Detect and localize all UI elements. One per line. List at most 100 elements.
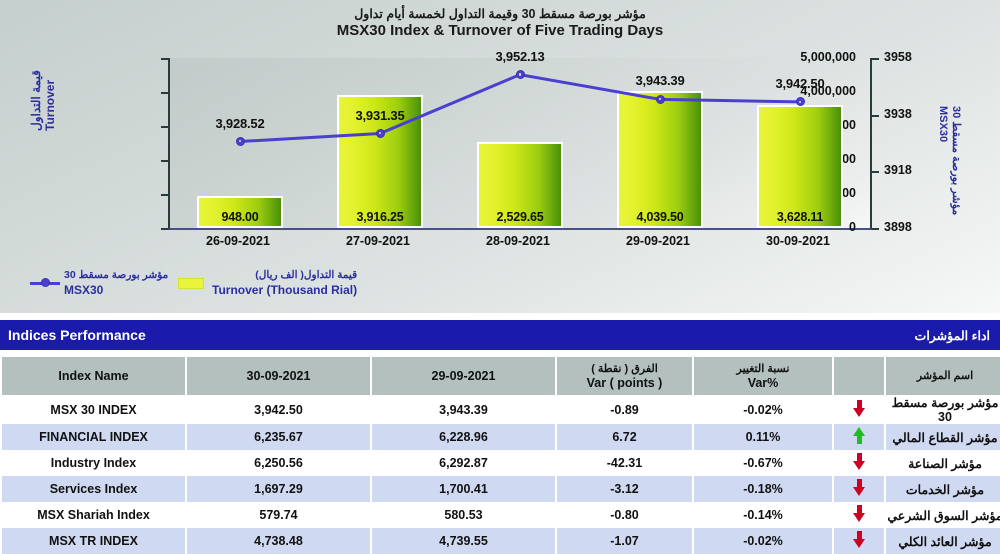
direction-cell (834, 395, 884, 424)
y-axis-right-title-arabic: مؤشر بورصة مسقط 30 (950, 106, 962, 216)
bar-value-label: 2,529.65 (496, 210, 544, 224)
today-value-cell: 6,250.56 (187, 450, 370, 476)
table-header-arabic: اسم المؤشر (916, 369, 974, 382)
table-row[interactable]: FINANCIAL INDEX 6,235.67 6,228.96 6.72 0.11%… (2, 424, 1000, 450)
table-header-cell-6: اسم المؤشر (886, 357, 1000, 395)
y-axis-left-tick-label: 0 (849, 220, 856, 234)
y-axis-left-tick (161, 194, 168, 196)
previous-value-cell: 6,228.96 (372, 424, 555, 450)
variation-percent-cell: -0.02% (694, 528, 832, 554)
table-body: MSX 30 INDEX 3,942.50 3,943.39 -0.89 -0.02% م… (2, 395, 1000, 554)
table-header-english: 30-09-2021 (246, 369, 311, 383)
arrow-down-icon (852, 453, 866, 470)
legend-bar-swatch (178, 278, 204, 289)
y-axis-left-tick (161, 160, 168, 162)
variation-points-cell: 6.72 (557, 424, 692, 450)
arrow-head (852, 407, 865, 417)
arrow-up-icon (852, 427, 866, 444)
table-header-english: Var ( points ) (586, 375, 663, 390)
y-axis-left-tick (161, 58, 168, 60)
indices-performance-header: Indices Performance اداء المؤشرات (0, 320, 1000, 350)
legend-label-arabic: قيمة التداول( الف ريال) (255, 269, 358, 281)
arrow-shaft (856, 505, 862, 514)
legend-label: قيمة التداول( الف ريال) Turnover (Thousan… (212, 268, 357, 298)
index-name-arabic-cell: مؤشر الخدمات (886, 476, 1000, 502)
arrow-shaft (856, 479, 862, 488)
y-axis-right-tick-label: 3938 (884, 106, 912, 121)
line-value-label: 3,942.50 (775, 75, 825, 91)
index-name-cell: MSX 30 INDEX (2, 395, 185, 424)
table-header-english: Var% (747, 375, 779, 390)
table-header-arabic: الفرق ( نقطة ) (591, 362, 658, 375)
index-name-cell: MSX Shariah Index (2, 502, 185, 528)
variation-percent-cell: -0.14% (694, 502, 832, 528)
previous-value-cell: 1,700.41 (372, 476, 555, 502)
legend-line-dot-icon (41, 278, 50, 287)
variation-points-cell: -0.89 (557, 395, 692, 424)
arrow-down-icon (852, 505, 866, 522)
y-axis-right-tick (872, 171, 879, 174)
index-name-arabic-cell: مؤشر القطاع المالي (886, 424, 1000, 450)
x-axis-label-27-09-2021: 27-09-2021 (346, 234, 410, 248)
chart-panel: مؤشر بورصة مسقط 30 وقيمة التداول لخمسة أ… (0, 0, 1000, 313)
legend-label-english: Turnover (Thousand Rial) (212, 283, 358, 297)
indices-performance-title-en: Indices Performance (8, 327, 146, 343)
today-value-cell: 579.74 (187, 502, 370, 528)
y-axis-left-tick (161, 228, 168, 230)
line-value-label: 3,952.13 (495, 48, 545, 64)
table-header-cell-5 (834, 357, 884, 395)
bar-value-label: 3,916.25 (356, 210, 404, 224)
chart-title: مؤشر بورصة مسقط 30 وقيمة التداول لخمسة أ… (0, 6, 1000, 40)
today-value-cell: 6,235.67 (187, 424, 370, 450)
line-value-label: 3,928.52 (215, 115, 265, 131)
direction-cell (834, 424, 884, 450)
arrow-head (852, 539, 865, 548)
y-axis-left-tick-label: 4,000,000 (800, 84, 856, 98)
table-header-cell-4: نسبة التغيير Var% (694, 357, 832, 395)
index-name-arabic-cell: مؤشر بورصة مسقط 30 (886, 395, 1000, 424)
table-header-cell-1: 30-09-2021 (187, 357, 370, 395)
y-axis-right-tick-label: 3898 (884, 220, 912, 234)
line-point-26-09-2021 (235, 137, 245, 147)
legend-label-arabic: مؤشر بورصة مسقط 30 (64, 269, 169, 281)
arrow-down-icon (852, 479, 866, 496)
msx30-line (239, 73, 801, 144)
table-row[interactable]: Services Index 1,697.29 1,700.41 -3.12 -0.18… (2, 476, 1000, 502)
index-name-arabic-cell: مؤشر السوق الشرعي (886, 502, 1000, 528)
table-row[interactable]: Industry Index 6,250.56 6,292.87 -42.31 -0.6… (2, 450, 1000, 476)
table-header-cell-3: الفرق ( نقطة ) Var ( points ) (557, 357, 692, 395)
previous-value-cell: 4,739.55 (372, 528, 555, 554)
y-axis-right-title: مؤشر بورصة مسقط 30 MSX30 (937, 104, 962, 215)
y-axis-left-title-arabic: قيمة التداول (29, 70, 43, 131)
bar-27-09-2021: 3,916.25 (337, 94, 423, 228)
table-row[interactable]: MSX Shariah Index 579.74 580.53 -0.80 -0.14%… (2, 502, 1000, 528)
y-axis-right-tick (872, 114, 879, 117)
variation-percent-cell: -0.67% (694, 450, 832, 476)
arrow-shaft (856, 399, 862, 409)
previous-value-cell: 3,943.39 (372, 395, 555, 424)
x-axis-label-26-09-2021: 26-09-2021 (206, 234, 270, 248)
variation-percent-cell: -0.02% (694, 395, 832, 424)
variation-points-cell: -0.80 (557, 502, 692, 528)
variation-points-cell: -3.12 (557, 476, 692, 502)
index-name-cell: Services Index (2, 476, 185, 502)
bar-26-09-2021: 948.00 (197, 195, 283, 228)
table-row[interactable]: MSX TR INDEX 4,738.48 4,739.55 -1.07 -0.02% م… (2, 528, 1000, 554)
plot-area: 01,000,0002,000,0003,000,0004,000,0005,0… (161, 49, 912, 234)
arrow-shaft (856, 453, 862, 462)
index-name-arabic-cell: مؤشر الصناعة (886, 450, 1000, 476)
direction-cell (834, 528, 884, 554)
line-point-28-09-2021 (515, 70, 525, 80)
indices-performance-title-ar: اداء المؤشرات (914, 328, 990, 343)
bar-28-09-2021: 2,529.65 (477, 142, 563, 228)
direction-cell (834, 476, 884, 502)
y-axis-left-tick-label: 5,000,000 (800, 50, 856, 64)
table-row[interactable]: MSX 30 INDEX 3,942.50 3,943.39 -0.89 -0.02% م… (2, 395, 1000, 424)
direction-cell (834, 450, 884, 476)
line-value-label: 3,931.35 (355, 107, 405, 123)
bar-30-09-2021: 3,628.11 (757, 104, 843, 228)
y-axis-right-title-english: MSX30 (937, 106, 949, 143)
previous-value-cell: 6,292.87 (372, 450, 555, 476)
index-name-cell: FINANCIAL INDEX (2, 424, 185, 450)
